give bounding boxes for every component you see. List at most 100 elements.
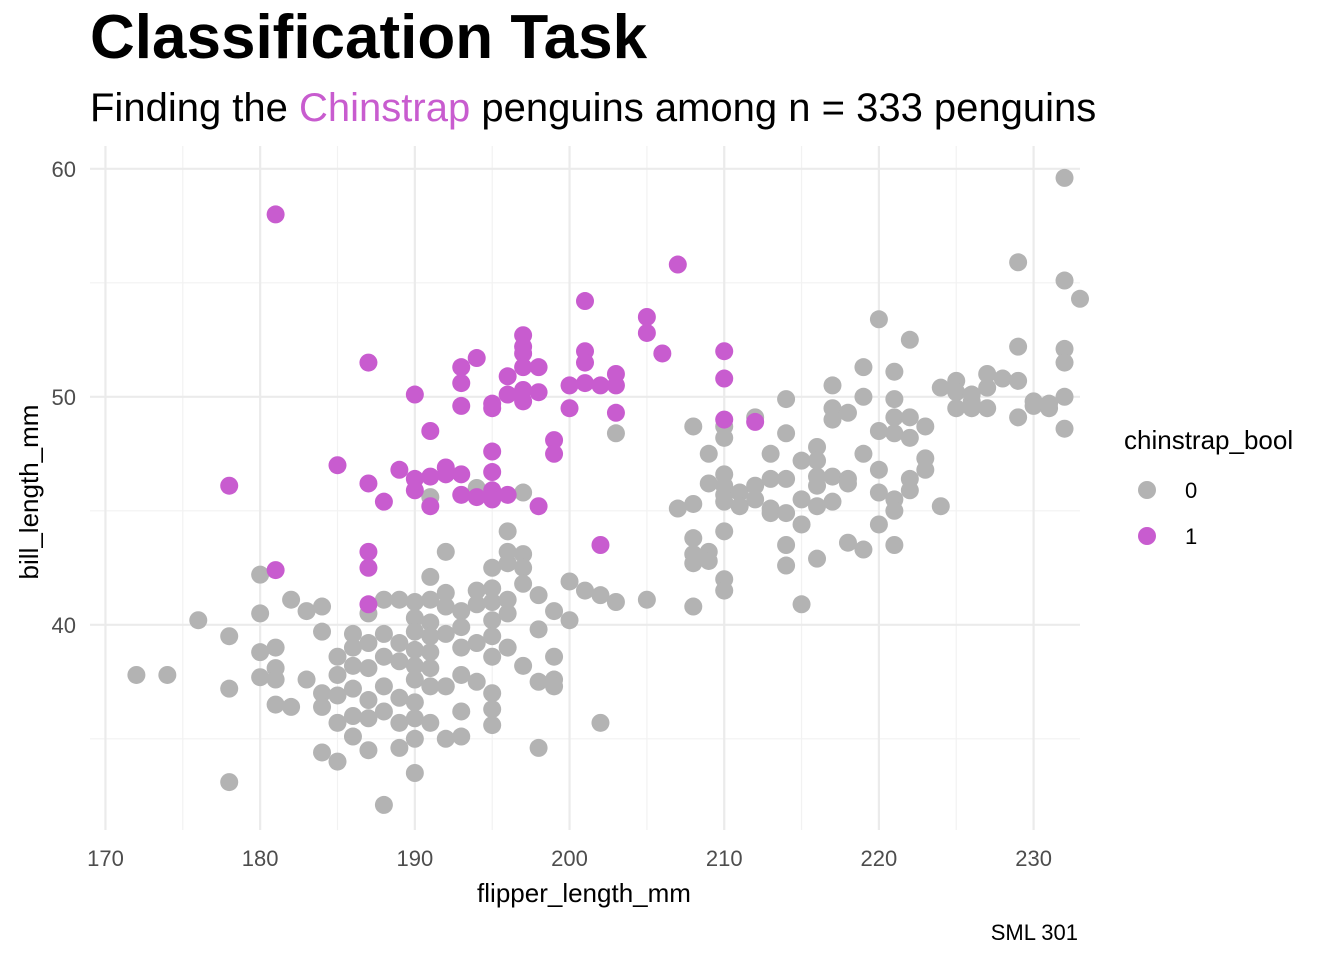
point-series-0 <box>483 627 502 646</box>
point-series-0 <box>808 476 827 495</box>
point-series-0 <box>498 638 517 657</box>
point-series-0 <box>405 608 424 627</box>
point-series-0 <box>699 444 718 463</box>
x-tick-label: 170 <box>87 846 124 871</box>
point-series-0 <box>947 383 966 402</box>
point-series-0 <box>1055 271 1074 290</box>
point-series-0 <box>576 581 594 600</box>
point-series-0 <box>127 665 146 684</box>
point-series-0 <box>885 536 904 554</box>
point-series-0 <box>777 556 796 575</box>
point-series-1 <box>359 595 378 614</box>
point-series-0 <box>978 365 997 383</box>
point-series-0 <box>436 624 455 643</box>
point-series-0 <box>792 515 811 534</box>
chart-caption: SML 301 <box>990 920 1078 945</box>
y-tick-label: 40 <box>52 613 76 638</box>
point-series-0 <box>606 593 625 611</box>
point-series-0 <box>297 670 316 689</box>
point-series-0 <box>545 647 564 666</box>
point-series-1 <box>545 431 564 450</box>
point-series-0 <box>328 686 347 705</box>
point-series-0 <box>483 700 502 719</box>
point-series-0 <box>452 665 471 684</box>
point-series-0 <box>869 422 888 440</box>
point-series-0 <box>699 551 718 570</box>
point-series-0 <box>916 460 935 479</box>
point-series-0 <box>715 492 734 511</box>
point-series-0 <box>1055 419 1074 438</box>
point-series-0 <box>947 399 966 418</box>
point-series-0 <box>838 403 857 422</box>
point-series-0 <box>869 483 888 502</box>
x-tick-label: 210 <box>706 846 743 871</box>
point-series-0 <box>854 540 873 559</box>
point-series-0 <box>405 656 424 675</box>
x-tick-label: 220 <box>861 846 898 871</box>
point-series-0 <box>808 497 827 516</box>
point-series-0 <box>498 522 517 541</box>
point-series-0 <box>390 688 409 707</box>
point-series-0 <box>777 504 796 523</box>
point-series-1 <box>483 490 502 509</box>
point-series-0 <box>266 695 285 714</box>
point-series-0 <box>467 581 486 600</box>
point-series-0 <box>1009 337 1028 356</box>
point-series-1 <box>606 403 625 422</box>
point-series-1 <box>483 442 502 461</box>
point-series-1 <box>421 467 440 486</box>
point-series-0 <box>390 738 409 757</box>
point-series-1 <box>498 367 517 386</box>
point-series-0 <box>328 665 347 684</box>
point-series-0 <box>823 410 842 429</box>
point-series-0 <box>282 590 301 609</box>
point-series-0 <box>684 554 703 573</box>
point-series-0 <box>885 424 904 443</box>
point-series-0 <box>885 501 904 520</box>
point-series-0 <box>529 738 548 757</box>
point-series-0 <box>313 697 332 716</box>
point-series-0 <box>498 590 517 609</box>
point-series-1 <box>529 383 548 402</box>
point-series-0 <box>313 684 332 703</box>
point-series-0 <box>313 743 332 762</box>
y-tick-label: 60 <box>52 157 76 182</box>
point-series-1 <box>452 374 471 393</box>
point-series-0 <box>343 679 362 698</box>
point-series-1 <box>405 385 424 404</box>
point-series-0 <box>266 670 285 689</box>
y-axis-ticks: 40 50 60 <box>52 157 76 638</box>
point-series-0 <box>1009 253 1028 272</box>
point-series-0 <box>390 590 409 609</box>
point-series-0 <box>220 773 239 792</box>
point-series-1 <box>498 485 517 504</box>
point-series-1 <box>545 444 564 463</box>
point-series-1 <box>483 463 502 482</box>
point-series-0 <box>483 716 502 735</box>
point-series-0 <box>390 634 409 653</box>
point-series-0 <box>189 611 208 630</box>
point-series-1 <box>266 561 285 580</box>
point-series-1 <box>359 542 378 561</box>
x-tick-label: 180 <box>242 846 279 871</box>
point-series-0 <box>483 593 502 611</box>
point-series-0 <box>823 376 842 395</box>
point-series-0 <box>436 542 455 561</box>
point-series-0 <box>1009 408 1028 427</box>
point-series-0 <box>684 417 703 436</box>
point-series-0 <box>746 476 765 495</box>
point-series-0 <box>746 490 765 509</box>
point-series-0 <box>514 656 533 675</box>
point-series-0 <box>730 483 749 502</box>
point-series-0 <box>900 330 919 349</box>
point-series-0 <box>545 602 564 621</box>
x-tick-label: 190 <box>396 846 433 871</box>
point-series-0 <box>854 387 873 406</box>
point-series-0 <box>514 558 533 577</box>
point-series-0 <box>359 691 378 710</box>
point-series-0 <box>390 652 409 671</box>
point-series-0 <box>668 499 687 518</box>
point-series-0 <box>885 390 904 409</box>
subtitle-suffix: penguins among n = 333 penguins <box>470 86 1097 130</box>
